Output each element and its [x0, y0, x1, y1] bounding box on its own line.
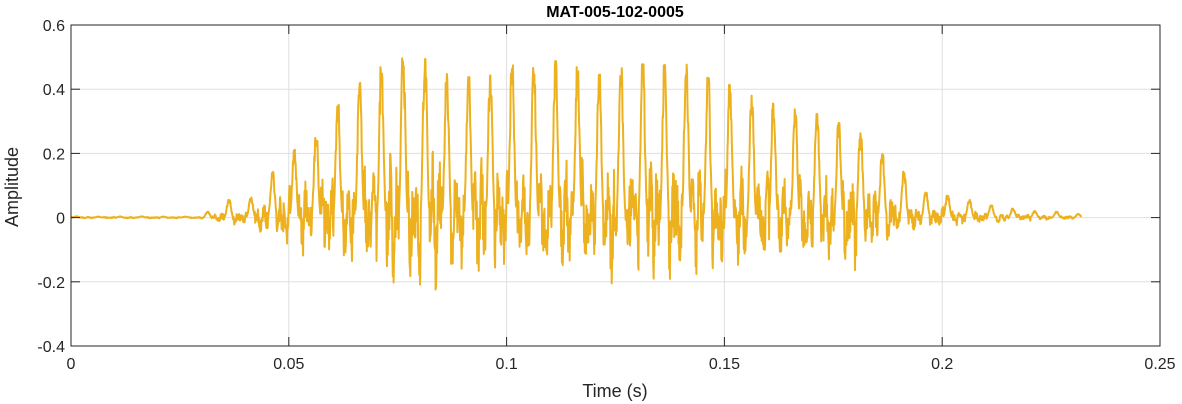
y-tick-label: 0.6	[43, 18, 65, 35]
y-tick-label: -0.2	[37, 275, 65, 292]
x-tick-label: 0.25	[1144, 356, 1175, 373]
x-tick-label: 0	[67, 356, 76, 373]
x-tick-label: 0.15	[709, 356, 740, 373]
plot-frame	[70, 24, 1161, 347]
chart-title: MAT-005-102-0005	[546, 4, 684, 21]
y-tick-label: 0.2	[43, 146, 65, 163]
x-tick-label: 0.2	[931, 356, 953, 373]
plot-area	[71, 25, 1160, 346]
x-tick-label: 0.1	[495, 356, 517, 373]
y-tick-label: -0.4	[37, 339, 65, 356]
x-tick-label: 0.05	[273, 356, 304, 373]
y-axis-label: Amplitude	[2, 147, 22, 227]
y-tick-label: 0	[56, 211, 65, 228]
x-axis-ticks: 0 0.05 0.1 0.15 0.2 0.25	[67, 25, 1176, 373]
y-axis-ticks: -0.4 -0.2 0 0.2 0.4 0.6	[37, 18, 1160, 356]
x-axis-label: Time (s)	[582, 381, 647, 401]
waveform-line	[70, 57, 1083, 291]
y-tick-label: 0.4	[43, 82, 65, 99]
waveform-group	[70, 57, 1083, 291]
